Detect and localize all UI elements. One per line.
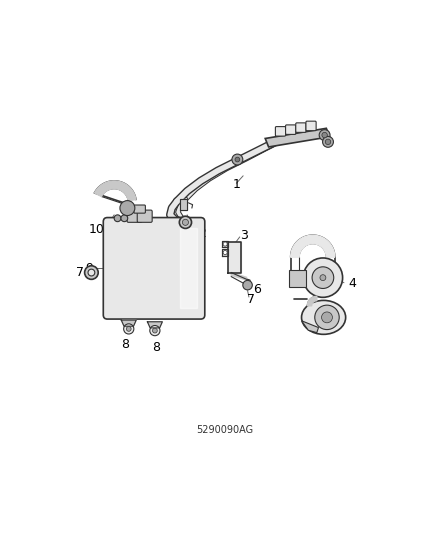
Text: 6: 6	[254, 283, 261, 296]
Text: 5290090AG: 5290090AG	[196, 425, 253, 435]
FancyBboxPatch shape	[137, 210, 152, 222]
Circle shape	[303, 258, 343, 297]
Polygon shape	[265, 128, 330, 147]
Polygon shape	[222, 249, 228, 256]
Text: 3: 3	[240, 229, 248, 243]
Circle shape	[320, 274, 326, 280]
Circle shape	[232, 154, 243, 165]
Circle shape	[322, 136, 333, 147]
Circle shape	[127, 327, 131, 332]
FancyBboxPatch shape	[127, 210, 142, 222]
FancyBboxPatch shape	[306, 121, 316, 131]
Circle shape	[182, 219, 188, 225]
Polygon shape	[307, 296, 317, 306]
Text: 7: 7	[247, 293, 254, 305]
Circle shape	[223, 251, 227, 255]
FancyBboxPatch shape	[286, 125, 296, 134]
Circle shape	[88, 269, 95, 276]
Text: 2: 2	[198, 227, 206, 240]
Circle shape	[319, 130, 330, 141]
Circle shape	[243, 280, 252, 290]
Circle shape	[150, 326, 160, 336]
Text: 7: 7	[76, 266, 84, 279]
Circle shape	[120, 200, 135, 215]
Text: 8: 8	[152, 342, 161, 354]
FancyBboxPatch shape	[103, 217, 205, 319]
Polygon shape	[228, 242, 241, 272]
Polygon shape	[291, 235, 335, 257]
FancyBboxPatch shape	[296, 123, 306, 132]
Polygon shape	[222, 241, 228, 247]
Circle shape	[325, 139, 331, 144]
Circle shape	[235, 157, 240, 162]
FancyBboxPatch shape	[276, 127, 286, 136]
Ellipse shape	[301, 301, 346, 334]
Circle shape	[179, 216, 191, 229]
Text: 8: 8	[121, 338, 129, 351]
Polygon shape	[231, 272, 247, 280]
Circle shape	[223, 242, 227, 246]
Polygon shape	[121, 320, 136, 326]
Circle shape	[85, 266, 98, 279]
Circle shape	[152, 328, 157, 333]
Circle shape	[321, 312, 332, 323]
Circle shape	[312, 267, 334, 288]
Circle shape	[315, 305, 339, 329]
Circle shape	[114, 215, 121, 222]
Polygon shape	[148, 322, 162, 328]
Polygon shape	[95, 181, 136, 201]
Text: 5: 5	[323, 319, 331, 332]
Text: 9: 9	[85, 262, 92, 275]
FancyBboxPatch shape	[289, 270, 306, 287]
Polygon shape	[301, 321, 318, 333]
Text: 1: 1	[233, 179, 240, 191]
Polygon shape	[180, 199, 187, 210]
Polygon shape	[180, 229, 197, 308]
Circle shape	[121, 215, 128, 222]
Text: 10: 10	[88, 223, 104, 236]
Circle shape	[322, 132, 327, 138]
FancyBboxPatch shape	[134, 205, 145, 213]
Circle shape	[124, 324, 134, 334]
Text: 4: 4	[349, 277, 357, 290]
